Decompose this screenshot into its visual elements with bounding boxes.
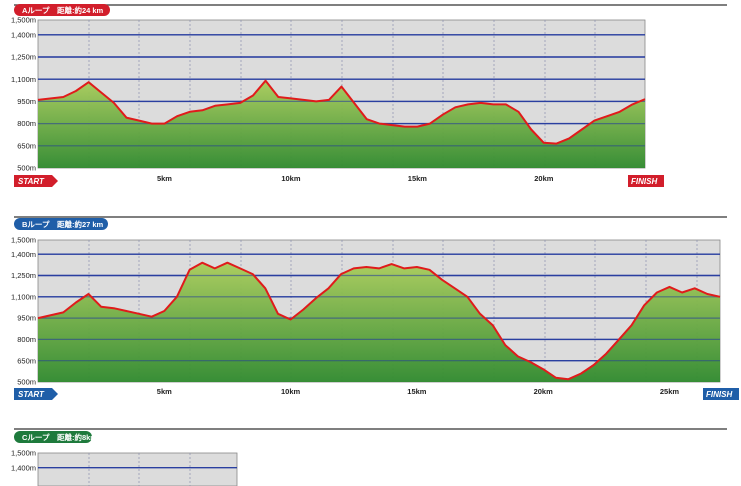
x-tick-label: 20km: [534, 174, 554, 183]
y-tick-label: 800m: [17, 335, 36, 344]
x-tick-label: 10km: [281, 174, 301, 183]
plot-area: [37, 452, 238, 486]
y-tick-label: 1,500m: [11, 16, 36, 25]
x-tick-label: 20km: [534, 387, 554, 396]
elevation-line: [37, 261, 721, 381]
y-tick-label: 650m: [17, 141, 36, 150]
loop-badge: [14, 218, 108, 230]
chart-panel: Aループ 距離:約24 km1,500m 1,400m 1,250m 1,100m 95…: [11, 4, 727, 187]
loop-badge-label: Aループ 距離:約24 km: [22, 5, 104, 15]
finish-flag: [703, 388, 739, 400]
y-tick-label: 1,250m: [11, 53, 36, 62]
y-tick-label: 500m: [17, 164, 36, 173]
start-flag: [14, 175, 58, 187]
y-tick-label: 800m: [17, 119, 36, 128]
x-tick-label: 10km: [281, 387, 301, 396]
x-tick-label: 15km: [407, 387, 427, 396]
loop-badge-label: Bループ 距離:約27 km: [22, 219, 104, 229]
elevation-area: [38, 262, 720, 382]
start-flag-label: START: [18, 390, 45, 399]
start-flag: [14, 388, 58, 400]
y-tick-label: 1,400m: [11, 30, 36, 39]
y-tick-label: 650m: [17, 356, 36, 365]
y-tick-label: 1,500m: [11, 236, 36, 245]
loop-badge: [14, 4, 110, 16]
finish-flag-label: FINISH: [631, 177, 657, 186]
y-tick-label: 500m: [17, 378, 36, 387]
finish-flag: [628, 175, 664, 187]
y-tick-label: 1,100m: [11, 75, 36, 84]
loop-badge: [14, 431, 92, 443]
loop-badge-label: Cループ 距離:約8km: [22, 432, 97, 442]
elevation-line: [37, 79, 646, 145]
chart-panel: Bループ 距離:約27 km 1,500m 1,400m 1,250m 1,100m 95…: [11, 216, 739, 400]
x-tick-label: 15km: [408, 174, 428, 183]
y-tick-label: 1,500m: [11, 449, 36, 458]
x-tick-label: 25km: [660, 387, 680, 396]
chart-panel: Cループ 距離:約8km 1,500m 1,400m: [11, 428, 727, 486]
finish-flag-label: FINISH: [706, 390, 732, 399]
x-tick-label: 5km: [157, 174, 172, 183]
y-tick-label: 1,400m: [11, 463, 36, 472]
start-flag-label: START: [18, 177, 45, 186]
y-tick-label: 950m: [17, 314, 36, 323]
y-tick-label: 950m: [17, 97, 36, 106]
x-tick-label: 5km: [157, 387, 172, 396]
y-tick-label: 1,250m: [11, 271, 36, 280]
y-tick-label: 1,400m: [11, 250, 36, 259]
y-tick-label: 1,100m: [11, 292, 36, 301]
